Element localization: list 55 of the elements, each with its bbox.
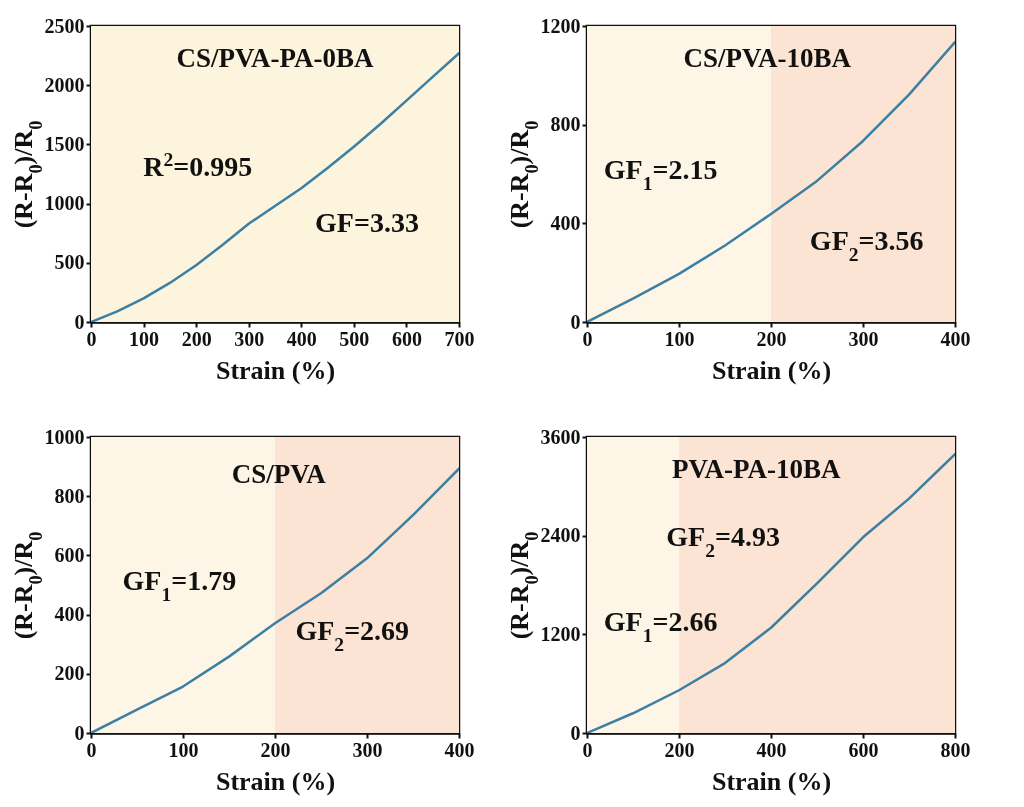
x-tick-label: 200 xyxy=(756,327,787,350)
x-tick-label: 300 xyxy=(352,738,383,761)
text: CS/PVA xyxy=(231,459,327,490)
y-tick-label: 1200 xyxy=(540,622,581,645)
y-tick-label: 0 xyxy=(570,721,581,744)
y-tick-label: 0 xyxy=(74,721,85,744)
x-tick-label: 200 xyxy=(664,738,695,761)
x-tick-label: 100 xyxy=(129,327,160,350)
x-tick-label: 400 xyxy=(286,327,317,350)
x-tick-label: 400 xyxy=(756,738,787,761)
y-tick-label: 400 xyxy=(550,211,581,234)
x-axis-title: Strain (%) xyxy=(711,355,832,385)
y-tick-label: 0 xyxy=(74,310,85,333)
x-axis-title: Strain (%) xyxy=(711,766,832,796)
x-axis-title: Strain (%) xyxy=(215,766,336,796)
x-tick-label: 300 xyxy=(848,327,879,350)
y-tick-label: 1200 xyxy=(540,14,581,37)
x-tick-label: 400 xyxy=(940,327,971,350)
annotation: GF$_{2}$=4.93 xyxy=(666,520,780,561)
y-tick-label: 2000 xyxy=(44,73,85,96)
x-tick-label: 600 xyxy=(391,327,422,350)
annotation: GF$_{1}$=2.66 xyxy=(603,606,718,646)
x-tick-label: 300 xyxy=(234,327,265,350)
y-tick-label: 400 xyxy=(54,603,85,626)
x-axis-title: Strain (%) xyxy=(215,355,336,385)
text: CS/PVA-10BA xyxy=(683,42,852,73)
annotation: GF=3.33 xyxy=(315,207,419,239)
x-tick-label: 400 xyxy=(444,738,475,761)
annotation: GF$_{2}$=3.56 xyxy=(809,225,924,265)
y-tick-label: 200 xyxy=(54,662,85,685)
y-tick-label: 2500 xyxy=(44,14,85,37)
y-tick-label: 1000 xyxy=(44,425,85,448)
x-tick-label: 100 xyxy=(168,738,199,761)
y-tick-label: 1000 xyxy=(44,192,85,215)
y-tick-label: 800 xyxy=(550,113,581,136)
y-tick-label: 500 xyxy=(54,251,85,274)
y-tick-label: 3600 xyxy=(540,425,581,448)
annotation: GF$_{1}$=2.15 xyxy=(603,154,718,194)
x-tick-label: 700 xyxy=(444,327,475,350)
y-tick-label: 0 xyxy=(570,310,581,333)
y-tick-label: 800 xyxy=(54,484,85,507)
x-tick-label: 800 xyxy=(940,738,971,761)
x-tick-label: 100 xyxy=(664,327,695,350)
annotation: R$^{2}$=0.995 xyxy=(143,148,253,183)
x-tick-label: 500 xyxy=(339,327,370,350)
y-tick-label: 600 xyxy=(54,543,85,566)
text: CS/PVA-PA-0BA xyxy=(176,42,374,73)
annotation: GF$_{1}$=1.79 xyxy=(122,565,237,605)
text: PVA-PA-10BA xyxy=(672,453,842,484)
x-tick-label: 200 xyxy=(260,738,291,761)
y-tick-label: 2400 xyxy=(540,524,581,547)
annotation: GF$_{2}$=2.69 xyxy=(295,615,410,655)
y-tick-label: 1500 xyxy=(44,132,85,155)
x-tick-label: 200 xyxy=(181,327,212,350)
x-tick-label: 600 xyxy=(848,738,879,761)
